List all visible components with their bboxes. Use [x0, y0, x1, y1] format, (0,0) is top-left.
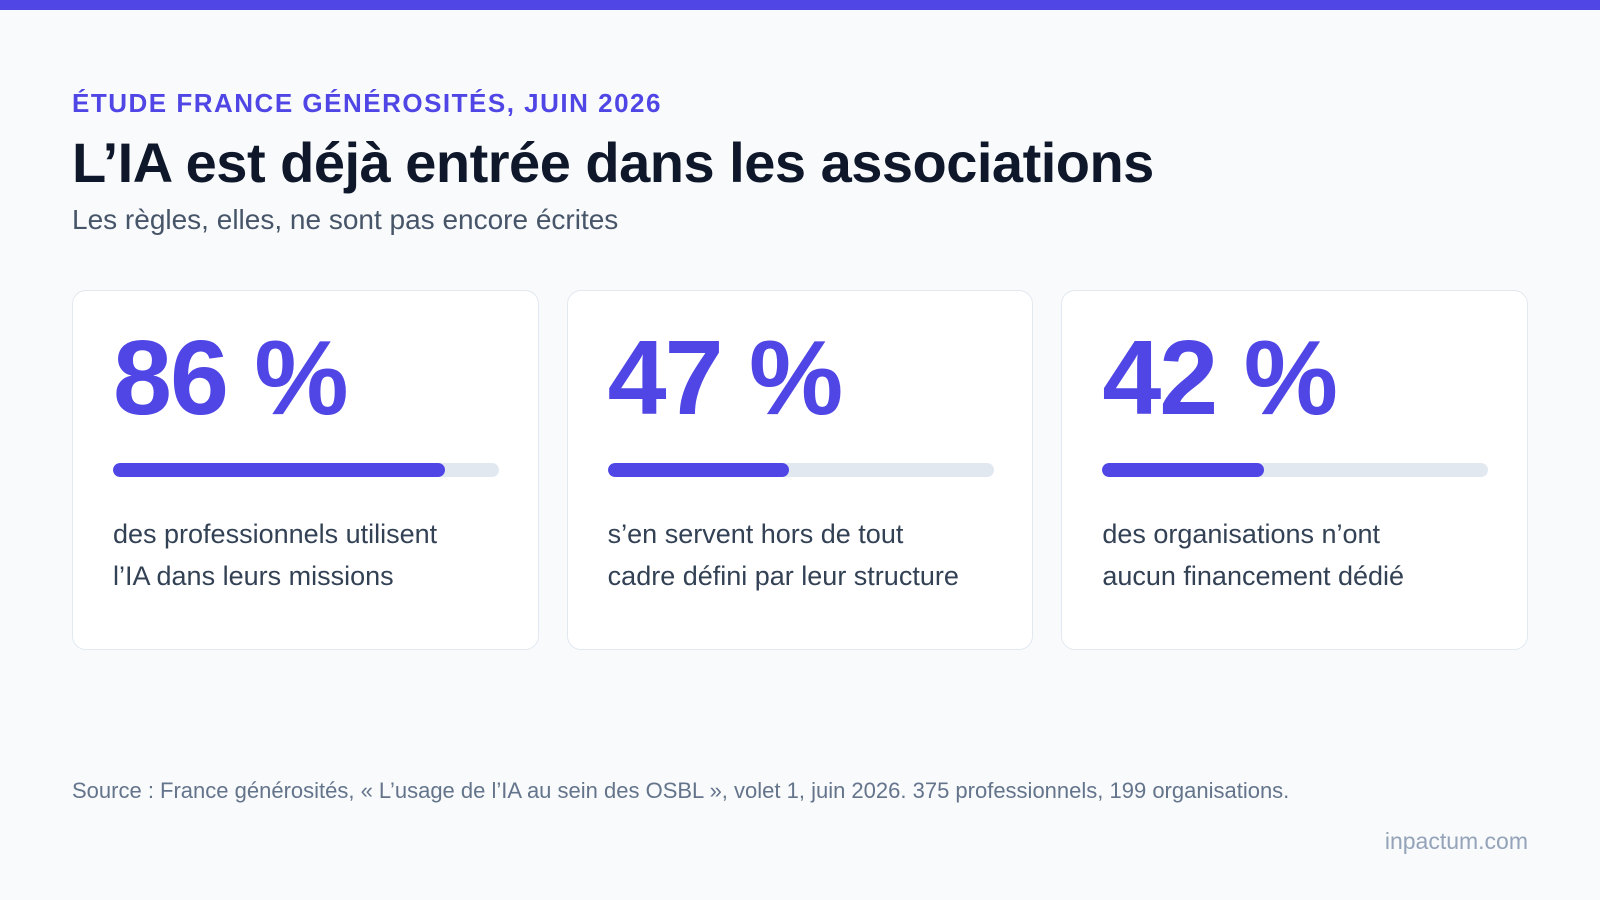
stat-value: 86 %: [113, 319, 349, 437]
stat-description-line: cadre défini par leur structure: [607, 561, 959, 591]
stat-description: s’en servent hors de tout cadre défini p…: [608, 513, 998, 597]
page-title: L’IA est déjà entrée dans les associatio…: [72, 131, 1154, 194]
stat-card: 47 % s’en servent hors de tout cadre déf…: [566, 290, 1034, 650]
progress-fill: [113, 463, 445, 477]
stat-cards: 86 % des professionnels utilisent l’IA d…: [72, 290, 1529, 650]
stat-card: 86 % des professionnels utilisent l’IA d…: [72, 290, 539, 650]
brand-link[interactable]: inpactum.com: [1384, 828, 1528, 854]
eyebrow-label: ÉTUDE FRANCE GÉNÉROSITÉS, JUIN 2026: [72, 88, 662, 118]
stat-card: 42 % des organisations n’ont aucun finan…: [1061, 290, 1529, 650]
stat-description: des professionnels utilisent l’IA dans l…: [113, 513, 503, 597]
top-accent-bar: [0, 0, 1600, 10]
progress-track: [1102, 463, 1489, 477]
stat-description-line: des professionnels utilisent: [113, 519, 438, 549]
progress-track: [113, 463, 499, 477]
stat-value: 42 %: [1102, 319, 1338, 437]
stat-value: 47 %: [607, 319, 844, 437]
stat-description-line: des organisations n’ont: [1102, 519, 1381, 549]
stat-description-line: l’IA dans leurs missions: [113, 561, 394, 591]
progress-track: [607, 463, 994, 477]
page-subtitle: Les règles, elles, ne sont pas encore éc…: [72, 204, 619, 235]
source-note: Source : France générosités, « L’usage d…: [72, 778, 1290, 803]
progress-fill: [607, 463, 790, 477]
progress-fill: [1102, 463, 1265, 477]
stat-description-line: aucun financement dédié: [1102, 561, 1405, 591]
stat-description-line: s’en servent hors de tout: [607, 519, 904, 549]
stat-description: des organisations n’ont aucun financemen…: [1102, 513, 1492, 597]
